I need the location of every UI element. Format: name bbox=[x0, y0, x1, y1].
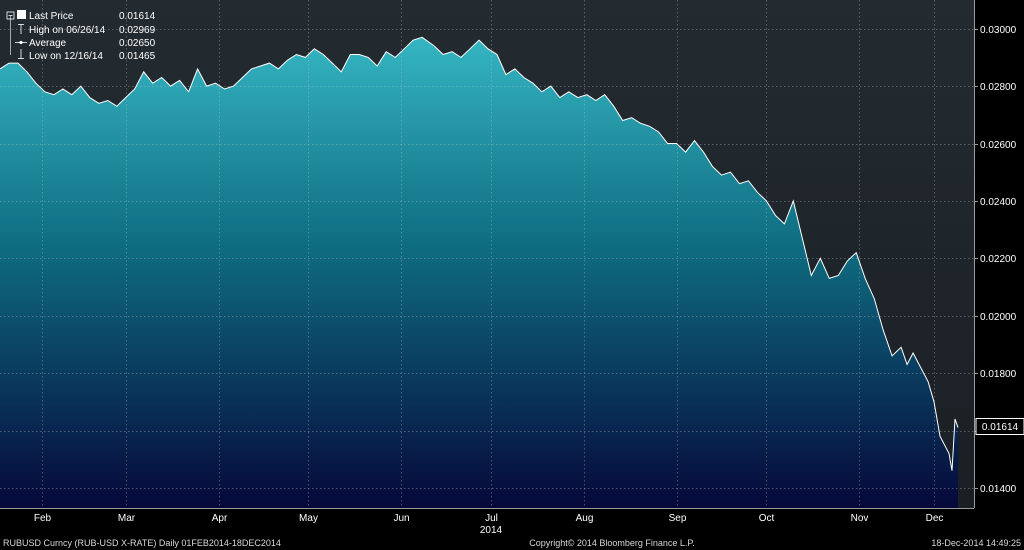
x-tick-label: Apr bbox=[212, 513, 228, 524]
y-tick-label: 0.01800 bbox=[980, 369, 1017, 380]
y-tick-label: 0.02000 bbox=[980, 312, 1017, 323]
x-tick-label: Feb bbox=[34, 513, 52, 524]
x-tick-label: Jun bbox=[393, 513, 409, 524]
last-price-box bbox=[975, 418, 1024, 435]
x-tick-label: Dec bbox=[926, 513, 944, 524]
x-tick-label: Nov bbox=[851, 513, 869, 524]
legend-value-high: 0.02969 bbox=[119, 25, 156, 36]
x-tick-label: Oct bbox=[759, 513, 775, 524]
y-tick-label: 0.02800 bbox=[980, 82, 1017, 93]
y-tick-label: 0.03000 bbox=[980, 25, 1017, 36]
last-price-marker: 0.01614 bbox=[975, 418, 1024, 435]
legend-value-last-price: 0.01614 bbox=[119, 11, 156, 22]
footer-copyright: Copyright© 2014 Bloomberg Finance L.P. bbox=[529, 538, 695, 548]
price-area bbox=[0, 37, 958, 509]
legend-low-icon bbox=[18, 49, 24, 59]
x-tick-label: Mar bbox=[118, 513, 136, 524]
last-price-label: 0.01614 bbox=[982, 422, 1019, 433]
legend-high-icon bbox=[18, 24, 24, 34]
legend-collapse-box bbox=[6, 11, 15, 20]
x-axis-ticks: Feb Mar Apr May Jun Jul Aug Sep Oct Nov Dec bbox=[34, 513, 944, 524]
footer-security-description: RUBUSD Curncy (RUB-USD X-RATE) Daily 01F… bbox=[3, 538, 281, 548]
x-tick-label: May bbox=[299, 513, 318, 524]
price-line bbox=[0, 36, 959, 471]
legend-label-average: Average bbox=[29, 38, 67, 49]
y-tick-label: 0.01400 bbox=[980, 484, 1017, 495]
y-tick-label: 0.02200 bbox=[980, 254, 1017, 265]
legend-label-high: High on 06/26/14 bbox=[29, 25, 106, 36]
legend-last-price-square bbox=[17, 10, 26, 19]
y-tick-label: 0.02600 bbox=[980, 140, 1017, 151]
legend-value-average: 0.02650 bbox=[119, 38, 156, 49]
x-tick-label: Aug bbox=[576, 513, 594, 524]
legend-label-low: Low on 12/16/14 bbox=[29, 51, 103, 62]
legend-average-icon bbox=[15, 40, 27, 45]
grid-lines bbox=[0, 0, 974, 508]
x-year-label: 2014 bbox=[480, 525, 503, 536]
x-tick-label: Sep bbox=[669, 513, 687, 524]
legend-value-low: 0.01465 bbox=[119, 51, 156, 62]
legend: Last Price 0.01614 High on 06/26/14 0.02… bbox=[6, 10, 156, 62]
x-tick-label: Jul bbox=[485, 513, 498, 524]
legend-label-last-price: Last Price bbox=[29, 11, 74, 22]
footer-timestamp: 18-Dec-2014 14:49:25 bbox=[931, 538, 1021, 548]
y-tick-label: 0.02400 bbox=[980, 197, 1017, 208]
